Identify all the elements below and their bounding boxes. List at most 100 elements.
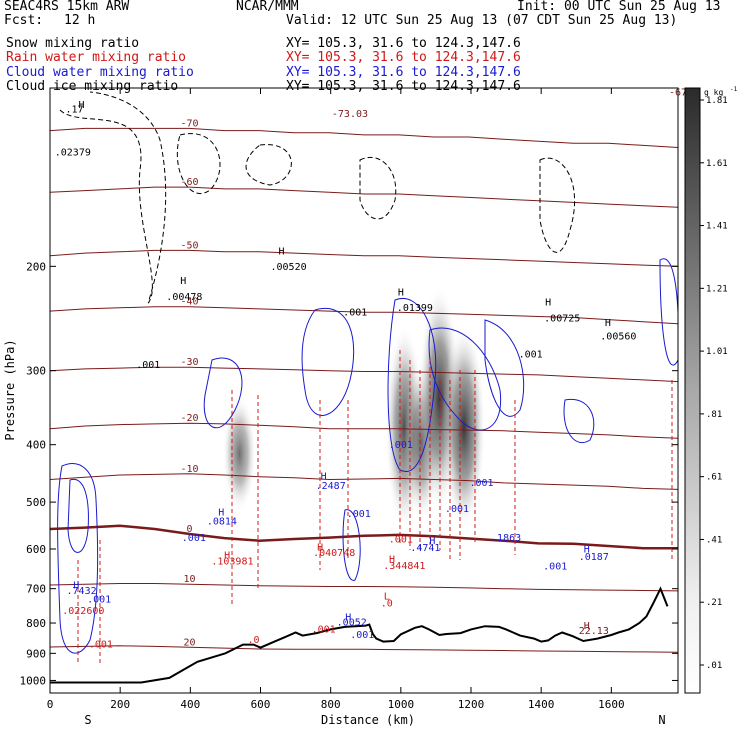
contour-label-14: H [605, 318, 611, 329]
contour-label-21: .0814 [207, 516, 237, 527]
field-name-rain: Rain water mixing ratio [6, 50, 187, 65]
y-tick-label-3: 500 [26, 496, 46, 509]
contour-label-53: 22.13 [579, 626, 609, 637]
terrain-line [50, 586, 669, 684]
contour-label-19: .2487 [316, 481, 346, 492]
contour-label-28: H [584, 544, 590, 555]
field-xy-rain: XY= 105.3, 31.6 to 124.3,147.6 [286, 50, 521, 65]
contour-label-51: .0 [247, 635, 259, 646]
contour-label-43: .001 [389, 534, 413, 545]
isotherm-label-2: -20 [181, 413, 199, 424]
contour-label-48: .022600 [62, 606, 104, 617]
x-end-label-left: S [84, 713, 91, 727]
isotherm-8 [50, 583, 678, 592]
colorbar-label-5: 1.01 [706, 347, 728, 357]
init-time: Init: 00 UTC Sun 25 Aug 13 [517, 0, 721, 14]
contour-label-5: H [180, 276, 186, 287]
y-tick-label-2: 400 [26, 439, 46, 452]
contour-label-36: H [345, 612, 351, 623]
isotherm-label-9: 20 [184, 637, 196, 648]
colorbar-label-6: 1.21 [706, 284, 728, 294]
cloud-contour-6 [428, 327, 502, 431]
cloud-contour-1 [57, 463, 99, 654]
isotherm-label-5: -50 [181, 240, 199, 251]
colorbar-unit: g kg [704, 88, 723, 97]
contour-label-38: .001 [350, 630, 374, 641]
shading-blob-4 [442, 323, 486, 532]
isotherm-label-3: -30 [181, 357, 199, 368]
contour-label-49: .001 [312, 625, 336, 636]
model-title: SEAC4RS 15km ARW [4, 0, 130, 14]
snow-ice-contours [59, 91, 575, 304]
isotherm-5 [50, 249, 678, 267]
contour-label-7: H [279, 246, 285, 257]
axes: 0 200 400 600 800 1000 1200 1400 160020030040050… [20, 88, 678, 711]
isotherm-7 [50, 127, 678, 148]
contour-label-24: .001 [389, 440, 413, 451]
colorbar-label-2: .41 [706, 535, 722, 545]
contour-label-31: H [429, 536, 435, 547]
contour-label-22: .001 [182, 533, 206, 544]
plot-frame [49, 87, 679, 694]
contour-label-10: H [398, 288, 404, 299]
field-xy-cloud-ice: XY= 105.3, 31.6 to 124.3,147.6 [286, 79, 521, 94]
contour-label-23: .001 [347, 509, 371, 520]
org-label: NCAR/MMM [236, 0, 299, 14]
contour-label-17: .001 [519, 349, 543, 360]
isotherm-1 [50, 473, 678, 490]
terrain [50, 586, 669, 684]
colorbar-label-0: .01 [706, 661, 722, 671]
isotherm-9 [50, 645, 678, 653]
contour-label-52: H [584, 621, 590, 632]
colorbar-label-4: .81 [706, 410, 722, 420]
colorbar-unit-exponent: -1 [730, 86, 738, 93]
rain-contours [77, 350, 673, 665]
isotherm-label-6: -60 [181, 177, 199, 188]
isotherm-4 [50, 306, 678, 325]
field-xy-cloud-water: XY= 105.3, 31.6 to 124.3,147.6 [286, 65, 521, 80]
contour-label-20: H [218, 508, 224, 519]
rain-contour-4 [514, 380, 673, 560]
snow-contour-4 [539, 157, 575, 253]
contour-label-8: .00520 [271, 262, 307, 273]
cloud-contour-8 [563, 398, 595, 443]
x-end-label-right: N [658, 713, 665, 727]
cloud-contour-7 [484, 319, 525, 417]
contour-label-26: .001 [445, 504, 469, 515]
contour-label-29: .0187 [579, 552, 609, 563]
contour-label-11: .01399 [397, 303, 433, 314]
contour-label-32: .4741 [410, 543, 440, 554]
contour-label-35: .001 [87, 594, 111, 605]
contour-label-45: .344841 [383, 561, 425, 572]
contour-label-33: H [73, 581, 79, 592]
fcst-value: 12 h [64, 13, 96, 28]
y-tick-label-0: 200 [26, 260, 46, 273]
contour-label-40: .103981 [211, 556, 253, 567]
isotherm-label-1: -10 [181, 464, 199, 475]
y-tick-label-4: 600 [26, 543, 46, 556]
valid-time: Valid: 12 UTC Sun 25 Aug 13 (07 CDT Sun … [286, 13, 678, 28]
isotherm-0 [50, 524, 678, 550]
contour-labels: 0-10-20-30-40-50-60-701020-67-73.03.0237… [55, 88, 687, 651]
contour-label-37: .0052 [337, 618, 367, 629]
colorbar-label-8: 1.61 [706, 159, 728, 169]
contour-label-50: .001 [89, 640, 113, 651]
isotherm-label-7: -70 [181, 118, 199, 129]
contour-label-2: .02379 [55, 148, 91, 159]
colorbar-label-1: .21 [706, 598, 722, 608]
colorbar-label-7: 1.41 [706, 222, 728, 232]
x-tick-label-7: 1400 [528, 698, 555, 711]
x-tick-label-5: 1000 [388, 698, 415, 711]
temperature-isotherms [50, 127, 678, 653]
colorbar-ticks: .01 .21 .41 .61 .81 1.01 1.21 1.41 1.61 1.81 [700, 96, 728, 671]
shading-blob-0 [222, 395, 257, 513]
snow-contour-2 [245, 144, 292, 186]
x-tick-label-8: 1600 [598, 698, 625, 711]
x-axis-label: Distance (km) [321, 713, 415, 727]
cloud-contour-9 [659, 258, 678, 366]
x-tick-label-3: 600 [251, 698, 271, 711]
contour-label-1: -73.03 [332, 109, 368, 120]
x-tick-label-1: 200 [110, 698, 130, 711]
contour-label-34: .7432 [67, 586, 97, 597]
rain-contour-5 [77, 540, 101, 665]
